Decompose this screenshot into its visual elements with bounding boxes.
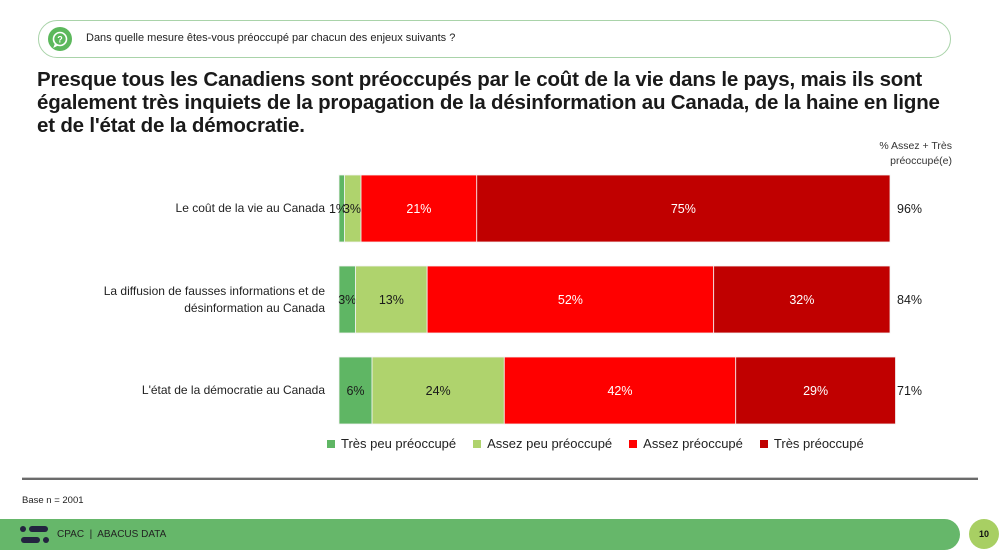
legend: Très peu préoccupé Assez peu préoccupé Ass… (327, 436, 881, 451)
question-bubble-icon: ? (48, 27, 72, 51)
headline: Presque tous les Canadiens sont préoccup… (37, 68, 940, 137)
total-label: 84% (897, 293, 922, 307)
bar-segment (735, 356, 896, 425)
totals-header-line-2: préoccupé(e) (890, 155, 952, 167)
data-label: 3% (343, 202, 361, 216)
legend-item: Très préoccupé (759, 436, 864, 451)
category-label: Le coût de la vie au Canada (25, 200, 325, 217)
bar-segment (355, 265, 428, 334)
bar-segment (360, 174, 478, 243)
category-label-line: Le coût de la vie au Canada (175, 201, 325, 215)
data-label: 13% (379, 293, 404, 307)
legend-item: Assez peu préoccupé (473, 436, 612, 451)
legend-item: Très peu préoccupé (327, 436, 456, 451)
bar-segment (476, 174, 891, 243)
bar-segment (426, 265, 715, 334)
legend-label: Très préoccupé (773, 436, 864, 451)
legend-label: Assez préoccupé (643, 436, 743, 451)
data-label: 29% (803, 384, 828, 398)
bar-segment (503, 356, 737, 425)
data-label: 21% (406, 202, 431, 216)
page-number: 10 (969, 519, 999, 549)
divider (22, 477, 978, 480)
abacus-logo-icon (20, 526, 49, 543)
data-label: 1% (329, 202, 347, 216)
bar-segment (371, 356, 505, 425)
data-label: 3% (338, 293, 356, 307)
legend-item: Assez préoccupé (629, 436, 743, 451)
footer-bar: CPAC | ABACUS DATA (0, 519, 960, 550)
totals-header-line-1: % Assez + Très (879, 140, 952, 152)
legend-swatch (327, 439, 335, 448)
legend-swatch (473, 439, 482, 448)
category-label-line: L'état de la démocratie au Canada (141, 383, 325, 397)
category-label-line: La diffusion de fausses informations et … (103, 283, 325, 298)
data-label: 42% (607, 384, 632, 398)
data-label: 32% (789, 293, 814, 307)
bar-segment (338, 356, 373, 425)
totals-header: % Assez + Très préoccupé(e) (846, 139, 952, 169)
legend-label: Très peu préoccupé (341, 436, 457, 451)
data-label: 75% (671, 202, 696, 216)
category-label-line: désinformation au Canada (184, 300, 325, 315)
bar-segment (713, 265, 891, 334)
base-note: Base n = 2001 (22, 495, 84, 506)
total-label: 96% (897, 202, 922, 216)
data-label: 52% (558, 293, 583, 307)
category-label: L'état de la démocratie au Canada (25, 382, 325, 399)
data-label: 24% (426, 384, 451, 398)
category-label: La diffusion de fausses informations et … (25, 283, 325, 317)
legend-swatch (629, 439, 638, 448)
legend-label: Assez peu préoccupé (487, 436, 613, 451)
svg-text:?: ? (57, 34, 63, 44)
question-box: ? Dans quelle mesure êtes-vous préoccupé… (38, 20, 951, 58)
legend-swatch (759, 439, 768, 448)
footer-text: CPAC | ABACUS DATA (57, 529, 167, 540)
data-label: 6% (346, 384, 364, 398)
question-text: Dans quelle mesure êtes-vous préoccupé p… (86, 32, 456, 44)
total-label: 71% (897, 384, 922, 398)
